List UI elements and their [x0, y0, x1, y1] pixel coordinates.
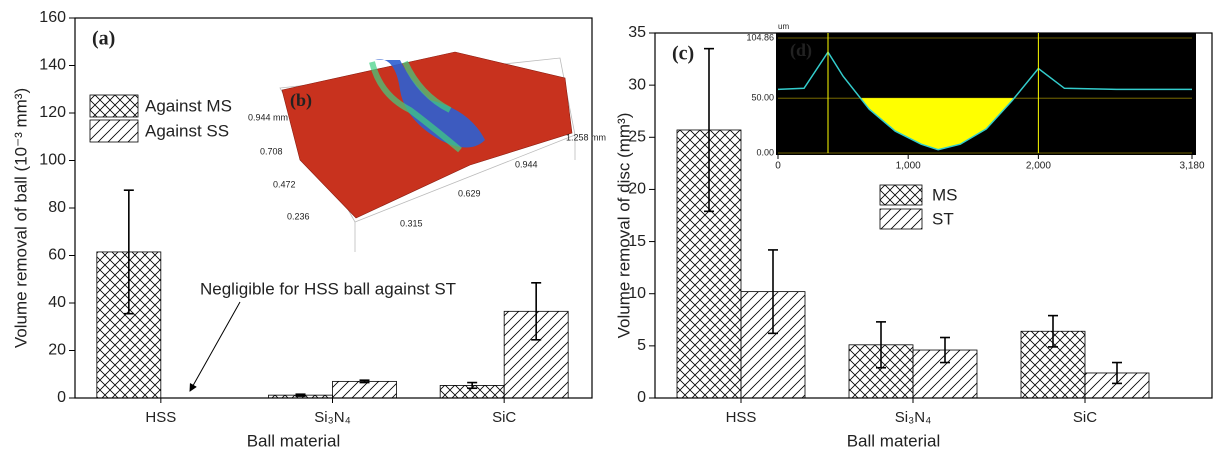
- panel-label: (b): [290, 90, 312, 111]
- x-tick-label: SiC: [1073, 409, 1097, 426]
- panel-label: (c): [672, 43, 694, 65]
- y-axis-label: um: [778, 22, 789, 31]
- y-tick-label: 60: [48, 247, 66, 264]
- x-axis-label: Ball material: [847, 431, 941, 450]
- legend-label: MS: [932, 185, 958, 204]
- legend-label: ST: [932, 209, 954, 228]
- x-tick-label: 2,000: [1026, 161, 1051, 172]
- surface-tick-label: 0.236: [287, 211, 310, 221]
- x-tick-label: Si₃N₄: [895, 409, 931, 426]
- figure: 0 20 40 60 80 100 120 140 160 Volume removal of b…: [0, 0, 1218, 458]
- legend-swatch: [880, 185, 922, 205]
- y-tick-label: 80: [48, 199, 66, 216]
- y-tick-label: 0: [57, 389, 66, 406]
- x-tick-label: HSS: [145, 409, 176, 426]
- y-tick-label: 0: [637, 389, 646, 406]
- y-tick-label: 0.00: [756, 147, 774, 157]
- surface-tick-label: 0.472: [273, 179, 296, 189]
- y-tick-label: 100: [39, 152, 66, 169]
- annotation: Negligible for HSS ball against ST: [200, 279, 456, 298]
- panel-label: (d): [790, 40, 812, 61]
- legend-swatch: [90, 95, 138, 117]
- legend-swatch: [880, 209, 922, 229]
- y-tick-label: 35: [628, 24, 646, 41]
- y-axis-label: Volume removal of disc (mm³): [614, 113, 633, 339]
- y-tick-label: 104.86: [746, 32, 774, 42]
- y-tick-label: 50.00: [751, 93, 774, 103]
- x-tick-label: Si₃N₄: [314, 409, 350, 426]
- y-tick-label: 140: [39, 57, 66, 74]
- x-axis-label: Ball material: [247, 431, 341, 450]
- y-tick-label: 5: [637, 337, 646, 354]
- surface-tick-label: 0.629: [458, 188, 481, 198]
- surface-tick-label: 1.258 mm: [566, 132, 606, 142]
- surface-tick-label: 0.944: [515, 159, 538, 169]
- bar: [333, 381, 397, 398]
- legend-label: Against MS: [145, 96, 232, 115]
- profile-background: [776, 33, 1196, 155]
- annotation-arrow: [190, 302, 240, 391]
- surface-tick-label: 0.315: [400, 218, 423, 228]
- x-tick-label: HSS: [726, 409, 757, 426]
- x-tick-label: SiC: [492, 409, 516, 426]
- legend-label: Against SS: [145, 121, 229, 140]
- x-tick-label: 0: [775, 161, 781, 172]
- surface-tick-label: 0.944 mm: [248, 112, 288, 122]
- y-tick-label: 20: [48, 342, 66, 359]
- page: {"chart_data": [ {"type": "bar", "title"…: [0, 0, 1218, 458]
- surface-inset: (b)0.944 mm 0.708 0.472 0.236 0.315 0.629 0.94…: [248, 52, 606, 252]
- x-tick-label: 1,000: [896, 161, 921, 172]
- y-tick-label: 30: [628, 76, 646, 93]
- x-tick-label: 3,180: [1179, 161, 1204, 172]
- y-tick-label: 40: [48, 294, 66, 311]
- y-tick-label: 120: [39, 104, 66, 121]
- surface-tick-label: 0.708: [260, 146, 283, 156]
- y-tick-label: 160: [39, 9, 66, 26]
- y-axis-label: Volume removal of ball (10⁻³ mm³): [11, 88, 30, 348]
- panel-label: (a): [92, 28, 115, 50]
- legend-swatch: [90, 120, 138, 142]
